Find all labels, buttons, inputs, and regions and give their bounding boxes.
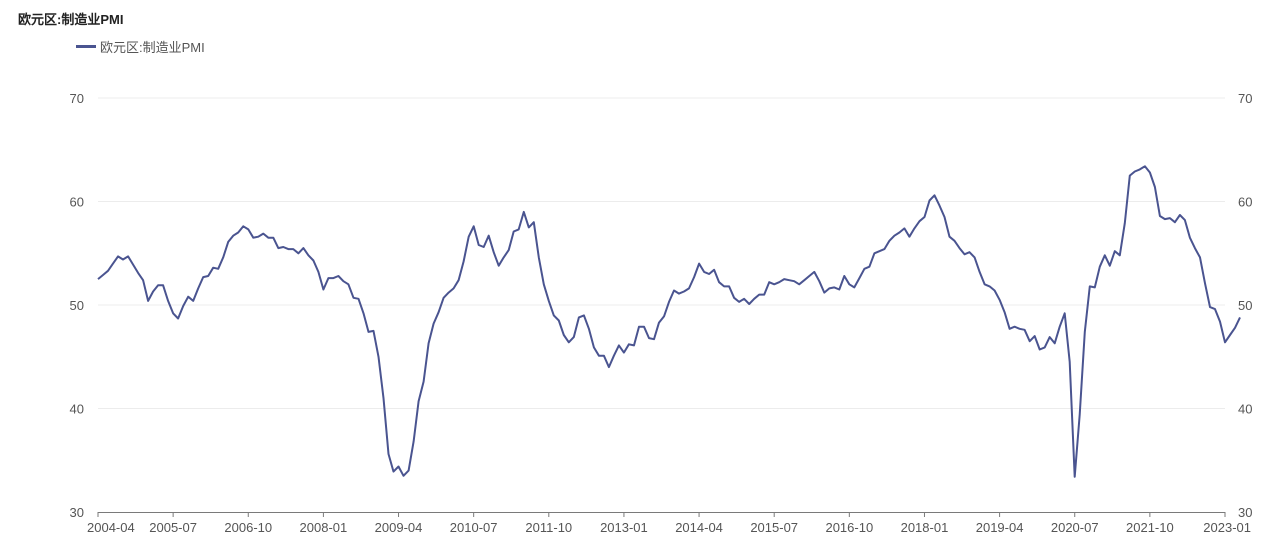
gridlines bbox=[98, 97, 1225, 409]
x-axis: 2004-04 2005-07 2006-10 2008-01 2009-04 2010-… bbox=[87, 512, 1251, 535]
legend-label: 欧元区:制造业PMI bbox=[100, 40, 205, 55]
y-tick-label-right: 60 bbox=[1238, 195, 1252, 210]
x-tick-label: 2008-01 bbox=[300, 520, 348, 535]
x-tick-label: 2018-01 bbox=[901, 520, 949, 535]
y-tick-label-left: 40 bbox=[70, 402, 84, 417]
y-tick-label-left: 60 bbox=[70, 195, 84, 210]
x-tick-label: 2019-04 bbox=[976, 520, 1024, 535]
x-tick-label: 2009-04 bbox=[375, 520, 423, 535]
y-tick-label-left: 70 bbox=[70, 91, 84, 106]
y-tick-label-right: 70 bbox=[1238, 91, 1252, 106]
legend-swatch bbox=[76, 45, 96, 48]
pmi-series-line[interactable] bbox=[97, 165, 1241, 478]
series-group bbox=[97, 165, 1241, 478]
x-tick-label: 2021-10 bbox=[1126, 520, 1174, 535]
y-tick-label-right: 40 bbox=[1238, 402, 1252, 417]
y-axis-right: 70 60 50 40 30 bbox=[1238, 91, 1252, 520]
x-tick-label: 2006-10 bbox=[224, 520, 272, 535]
x-tick-label: 2004-04 bbox=[87, 520, 135, 535]
x-tick-label: 2014-04 bbox=[675, 520, 723, 535]
legend[interactable]: 欧元区:制造业PMI bbox=[76, 37, 205, 56]
x-tick-label: 2013-01 bbox=[600, 520, 648, 535]
x-tick-label: 2005-07 bbox=[149, 520, 197, 535]
y-axis-left: 70 60 50 40 30 bbox=[70, 91, 84, 520]
x-tick-label: 2016-10 bbox=[825, 520, 873, 535]
x-tick-label: 2015-07 bbox=[750, 520, 798, 535]
x-tick-label: 2010-07 bbox=[450, 520, 498, 535]
y-tick-label-left: 50 bbox=[70, 298, 84, 313]
chart-title: 欧元区:制造业PMI bbox=[18, 12, 124, 27]
y-tick-label-left: 30 bbox=[70, 505, 84, 520]
x-tick-label: 2023-01 bbox=[1203, 520, 1251, 535]
y-tick-label-right: 30 bbox=[1238, 505, 1252, 520]
y-tick-label-right: 50 bbox=[1238, 298, 1252, 313]
x-tick-label: 2020-07 bbox=[1051, 520, 1099, 535]
x-tick-label: 2011-10 bbox=[525, 520, 572, 535]
